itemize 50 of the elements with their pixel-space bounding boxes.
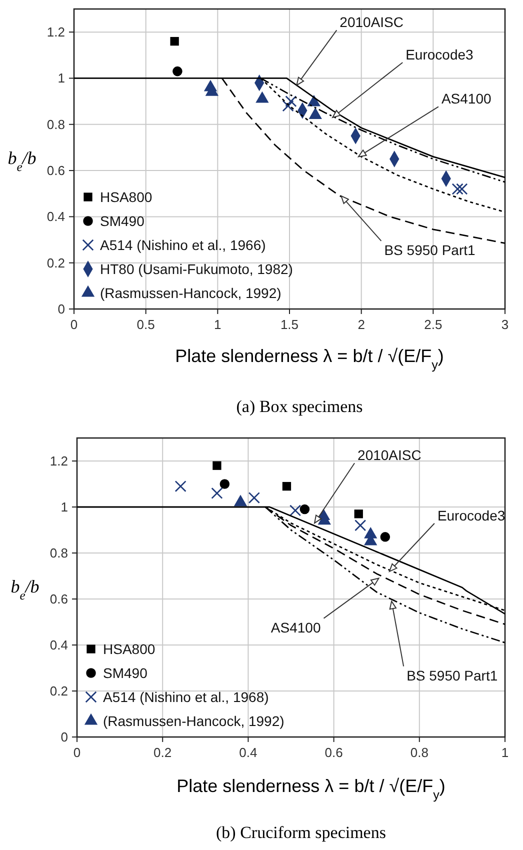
y-tick-label: 0 (60, 730, 68, 744)
x-tick-label: 0.6 (324, 745, 343, 760)
y-tick-label: 0.8 (46, 116, 65, 132)
legend-label: SM490 (103, 665, 148, 681)
legend-label: SM490 (100, 213, 145, 229)
y-tick-label: 1.2 (50, 454, 68, 468)
x-tick-label: 0 (73, 745, 81, 760)
text: (b) Cruciform specimens (216, 823, 386, 842)
y-tick-label: 0.2 (46, 255, 65, 270)
x-tick-label: 0.5 (136, 317, 155, 332)
x-tick-label: 1.5 (280, 317, 299, 332)
y-tick-label: 1 (60, 500, 68, 514)
x-tick-label: 3 (501, 317, 509, 332)
legend-label: A514 (Nishino et al., 1966) (100, 237, 266, 253)
x-tick-label: 1 (501, 745, 509, 760)
y-axis-title: b$_{e}$/b (8, 148, 36, 174)
y-tick-label: 0.6 (46, 163, 65, 178)
annotation: AS4100 (270, 619, 321, 636)
text: (a) Box specimens (236, 397, 363, 416)
y-tick-label: 0.8 (50, 546, 68, 560)
annotation: Eurocode3 (406, 46, 474, 62)
y-axis-title: b$_{e}$/b (10, 576, 40, 602)
y-tick-label: 0.4 (46, 209, 65, 224)
x-tick-label: 1 (214, 317, 222, 332)
legend-label: (Rasmussen-Hancock, 1992) (103, 713, 284, 729)
annotation: 2010AISC (340, 14, 404, 30)
x-tick-label: 2 (358, 317, 365, 332)
legend-label: HSA800 (103, 641, 156, 657)
y-tick-label: 1 (58, 70, 65, 86)
y-tick-label: 0.4 (50, 638, 68, 652)
x-axis-title: Plate slenderness λ = b/t / √(E/F$_{y}$) (176, 776, 446, 802)
legend-label: A514 (Nishino et al., 1968) (103, 689, 269, 705)
x-tick-label: 0.4 (239, 745, 258, 760)
annotation: 2010AISC (358, 447, 422, 464)
y-tick-label: 0.2 (50, 684, 68, 698)
y-tick-label: 0.6 (50, 592, 68, 606)
annotation: BS 5950 Part1 (406, 667, 498, 684)
legend-label: (Rasmussen-Hancock, 1992) (100, 285, 282, 301)
y-tick-label: 0 (58, 302, 65, 316)
annotation: Eurocode3 (437, 507, 506, 524)
x-axis-title: Plate slenderness λ = b/t / √(E/F$_{y}$) (175, 346, 444, 372)
x-tick-label: 2.5 (424, 317, 442, 332)
x-tick-label: 0.2 (154, 745, 172, 760)
legend-label: HSA800 (100, 189, 152, 205)
annotation: BS 5950 Part1 (384, 242, 476, 258)
x-tick-label: 0 (70, 317, 78, 332)
annotation: AS4100 (441, 90, 492, 107)
x-tick-label: 0.8 (410, 745, 428, 760)
legend-label: HT80 (Usami-Fukumoto, 1982) (100, 261, 293, 277)
y-tick-label: 1.2 (46, 24, 65, 40)
